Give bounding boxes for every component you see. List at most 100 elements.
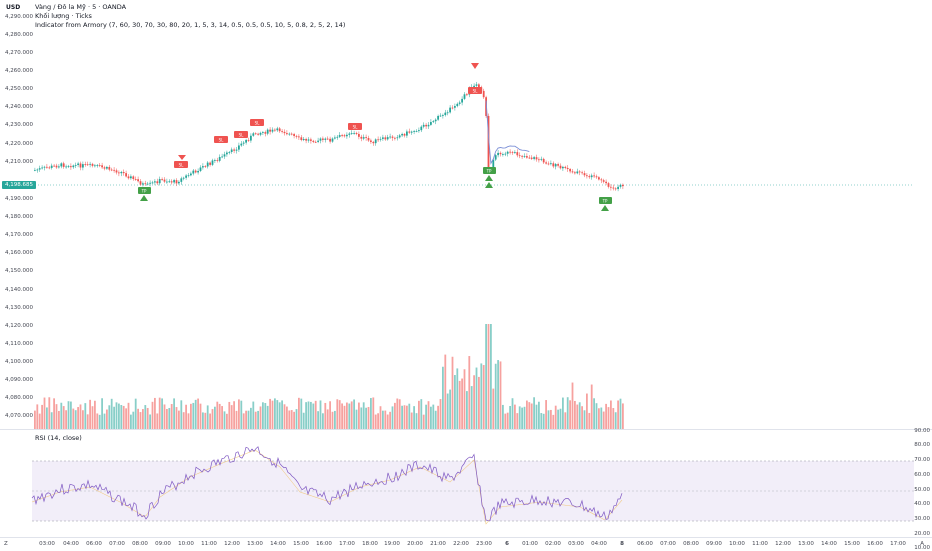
volume-bar [605,403,607,429]
candle [161,179,163,180]
candle [583,173,586,176]
price-tick: 4,220.000 [5,141,33,147]
candle [545,162,547,164]
candle [552,163,555,167]
price-tick: 4,140.000 [5,287,33,293]
volume-bar [233,401,235,429]
volume-bar [106,409,108,429]
volume-bar [139,412,142,429]
candle [118,172,120,174]
candle [562,166,564,169]
volume-bar [180,400,183,429]
time-tick: 03:00 [568,541,584,547]
candle [326,138,329,140]
volume-bar [110,398,113,429]
time-tick: 01:00 [522,541,538,547]
candle [432,121,435,123]
volume-bar [494,363,497,429]
volume-bar [617,400,619,429]
candle [593,175,595,177]
volume-bar [259,406,262,429]
rsi-legend[interactable]: RSI (14, close) [35,434,82,442]
volume-bar [334,410,336,429]
candle [108,166,111,170]
candle [115,170,118,173]
candle [221,156,223,158]
candle [230,149,233,152]
volume-bar [295,409,298,429]
candle [166,181,168,183]
candle [425,124,427,127]
candle [475,84,478,86]
volume-bar [396,398,399,429]
price-tick: 4,290.000 [5,14,33,20]
candle [598,177,600,180]
candle [434,119,437,122]
symbol-title[interactable]: Vàng / Đô la Mỹ · 5 · OANDA [35,3,127,11]
price-axis[interactable]: USD 4,290.000 4,280.000 4,270.000 4,260.000… [0,0,36,537]
auto-scale-button[interactable]: A [920,541,924,547]
volume-bar [554,405,557,429]
candle [530,157,533,159]
time-tick: 8 [620,541,624,547]
candle [178,181,180,184]
price-tick: 4,260.000 [5,68,33,74]
volume-bar [101,398,103,429]
buy-arrow-icon [140,195,148,201]
volume-bar [329,401,331,429]
candle [264,132,267,134]
candle [257,133,259,135]
volume-bar [96,413,99,429]
volume-bar [271,400,274,429]
volume-bar [600,407,603,429]
candle [346,134,348,137]
candle [334,137,336,139]
time-tick: 04:00 [63,541,79,547]
candle [242,142,245,144]
sl-marker [250,119,264,126]
rsi-axis[interactable]: 90.00 80.00 70.00 60.00 50.00 40.00 30.00 20.00… [914,427,932,551]
candle [70,166,72,168]
candle [379,138,382,140]
time-tick: 11:00 [752,541,768,547]
candle [374,139,377,144]
volume-bar [264,403,267,429]
candle [312,140,315,142]
volume-legend[interactable]: Khối lượng · Ticks [35,12,92,20]
volume-bar [43,397,46,429]
candle [319,138,322,141]
candle [612,187,615,189]
indicator-legend[interactable]: Indicator from Armory (7, 60, 30, 70, 30… [35,21,346,29]
candle [403,133,406,136]
candle [586,175,588,177]
candle [571,171,574,173]
time-tick: 02:00 [545,541,561,547]
current-price-badge: 4,198.685 [2,181,36,189]
candle [406,131,408,136]
candle [538,159,540,161]
volume-bar [257,410,259,429]
volume-bar [103,413,106,429]
volume-bar [571,382,574,429]
candle [144,183,147,185]
time-tick: 08:00 [683,541,699,547]
volume-bar [77,407,79,429]
volume-bar [398,399,401,429]
pane-separator[interactable] [0,429,932,430]
time-axis[interactable]: Z 03:00 04:00 06:00 07:00 08:00 09:00 10:00 11:… [0,537,932,551]
timezone-label[interactable]: Z [4,541,8,547]
volume-bar [581,406,583,429]
candle [154,181,156,183]
volume-bar [240,400,243,429]
volume-bar [415,413,418,429]
volume-bar [202,412,204,429]
volume-bar [300,398,303,429]
volume-bar [434,410,437,429]
candle [343,135,346,137]
volume-bar [58,410,60,429]
volume-bar [538,401,540,429]
volume-bar [146,407,149,429]
volume-bar [432,404,435,429]
